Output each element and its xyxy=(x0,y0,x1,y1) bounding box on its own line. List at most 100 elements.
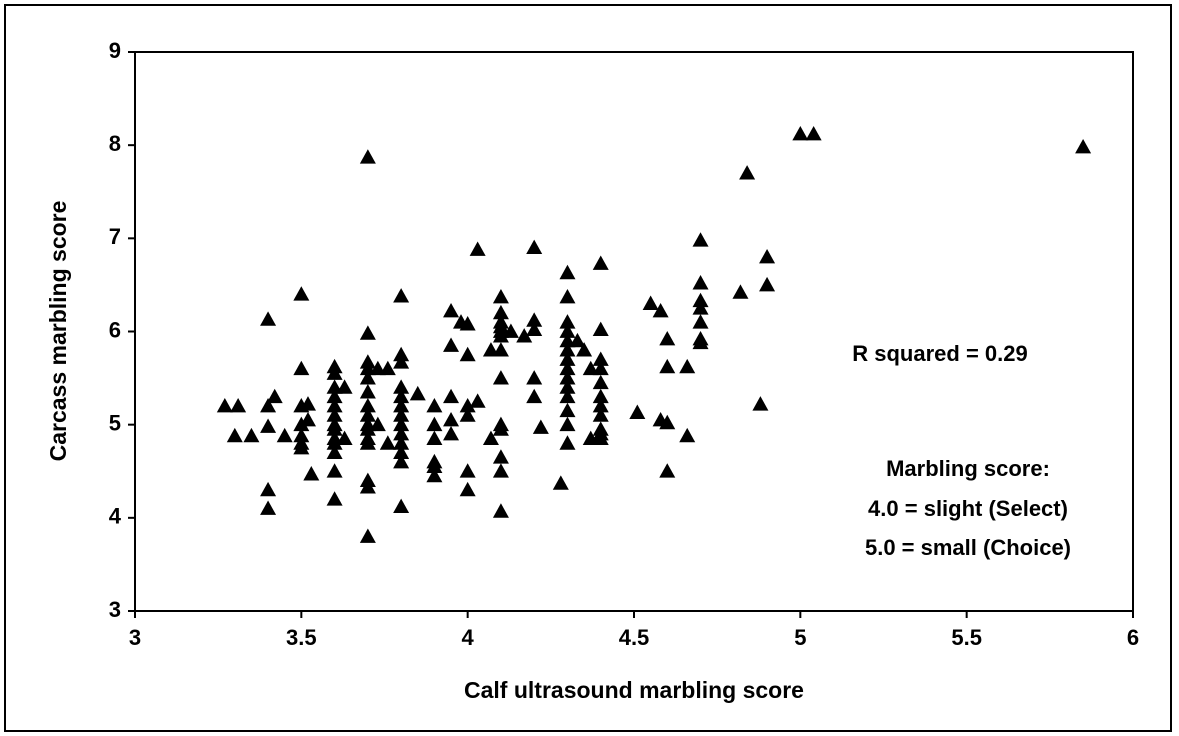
point xyxy=(592,430,609,446)
point xyxy=(260,311,277,326)
point xyxy=(592,374,609,390)
y-tick-label: 4 xyxy=(109,504,122,529)
y-tick-label: 9 xyxy=(109,38,121,63)
point xyxy=(592,255,609,270)
point xyxy=(260,500,277,515)
y-tick-label: 8 xyxy=(109,131,121,156)
point xyxy=(359,479,376,494)
point xyxy=(326,463,343,478)
point xyxy=(692,292,709,308)
point xyxy=(379,360,396,376)
point xyxy=(642,295,659,310)
point xyxy=(492,328,509,343)
point xyxy=(393,498,410,514)
point xyxy=(336,430,353,446)
point xyxy=(759,248,776,264)
point xyxy=(303,466,320,481)
y-tick-label: 6 xyxy=(109,317,121,342)
point xyxy=(629,404,646,419)
point xyxy=(1075,139,1092,154)
point xyxy=(559,351,576,366)
point xyxy=(459,398,476,413)
point xyxy=(393,435,410,450)
x-tick-label: 6 xyxy=(1127,625,1139,650)
x-tick-label: 3.5 xyxy=(286,625,317,650)
point xyxy=(559,360,576,376)
point xyxy=(293,439,310,455)
point xyxy=(359,407,376,422)
point xyxy=(393,407,410,422)
point xyxy=(526,388,543,404)
point xyxy=(326,491,343,506)
point xyxy=(492,503,509,518)
x-tick-label: 4 xyxy=(462,625,475,650)
point xyxy=(559,435,576,450)
point xyxy=(359,325,376,340)
annotation: 5.0 = small (Choice) xyxy=(865,535,1071,560)
point xyxy=(426,467,443,483)
point xyxy=(492,463,509,478)
point xyxy=(393,425,410,441)
point xyxy=(226,427,243,443)
point xyxy=(459,316,476,331)
point xyxy=(552,475,569,490)
point xyxy=(326,388,343,404)
annotation: R squared = 0.29 xyxy=(852,341,1027,366)
point xyxy=(469,241,486,256)
point xyxy=(532,419,549,434)
x-tick-label: 5.5 xyxy=(951,625,982,650)
point xyxy=(559,416,576,432)
point xyxy=(243,427,260,443)
point xyxy=(359,384,376,399)
point xyxy=(526,312,543,327)
point xyxy=(559,379,576,394)
point xyxy=(359,398,376,413)
point xyxy=(559,388,576,404)
point xyxy=(260,398,277,413)
point xyxy=(592,398,609,413)
point xyxy=(426,416,443,432)
point xyxy=(443,412,460,427)
point xyxy=(592,388,609,404)
point xyxy=(443,303,460,318)
point xyxy=(216,398,233,413)
point xyxy=(692,232,709,247)
point xyxy=(492,342,509,357)
point xyxy=(393,288,410,303)
point xyxy=(299,412,316,427)
point xyxy=(492,370,509,385)
point xyxy=(516,328,533,343)
point xyxy=(469,393,486,408)
point xyxy=(299,396,316,411)
point xyxy=(426,458,443,473)
frame xyxy=(4,4,1172,732)
point xyxy=(276,427,293,443)
point xyxy=(230,398,247,413)
point xyxy=(326,421,343,436)
point xyxy=(359,435,376,450)
point xyxy=(459,463,476,478)
point xyxy=(692,334,709,350)
point xyxy=(752,396,769,411)
point xyxy=(459,407,476,422)
point xyxy=(293,286,310,301)
point xyxy=(260,481,277,497)
point xyxy=(326,407,343,422)
point xyxy=(326,398,343,413)
point xyxy=(359,528,376,543)
x-tick-label: 5 xyxy=(794,625,806,650)
point xyxy=(326,365,343,380)
point xyxy=(692,314,709,329)
point xyxy=(369,416,386,432)
point xyxy=(359,370,376,385)
point xyxy=(805,125,822,141)
point xyxy=(526,370,543,385)
point xyxy=(592,321,609,337)
point xyxy=(443,425,460,441)
point xyxy=(679,358,696,374)
point xyxy=(526,321,543,337)
point xyxy=(326,444,343,460)
point xyxy=(426,430,443,446)
point xyxy=(443,337,460,352)
point xyxy=(293,427,310,443)
